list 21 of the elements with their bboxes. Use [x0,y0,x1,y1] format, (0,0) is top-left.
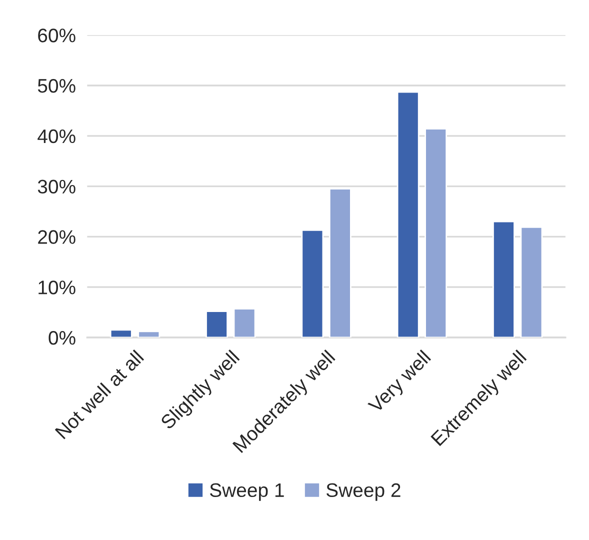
bar [138,330,160,338]
y-tick-label: 30% [38,180,76,194]
legend-label: Sweep 2 [326,483,400,501]
bar [110,329,132,338]
bar [424,128,448,338]
y-tick-label: 0% [48,330,76,345]
bar [520,226,543,338]
bar [233,308,256,338]
y-tick-label: 40% [38,129,76,144]
y-tick-label: 50% [38,78,76,93]
bar [328,188,352,338]
y-tick-label: 20% [38,230,76,244]
y-tick-label: 60% [38,28,76,42]
bar [396,91,420,338]
x-tick-label: Not well at all [54,350,144,440]
legend-label: Sweep 1 [210,483,284,501]
bar [206,310,228,338]
y-tick-label: 10% [38,280,76,294]
bar [492,220,515,338]
x-tick-label: Very well [367,350,434,416]
bar [301,229,324,338]
